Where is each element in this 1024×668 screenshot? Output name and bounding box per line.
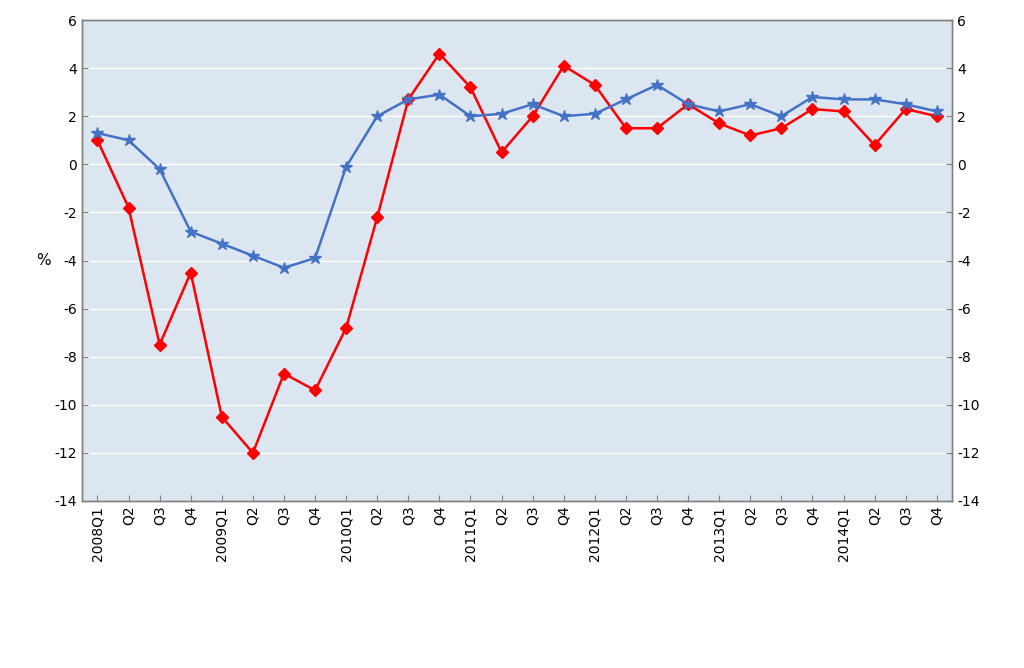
Y-axis label: %: % xyxy=(36,253,51,268)
